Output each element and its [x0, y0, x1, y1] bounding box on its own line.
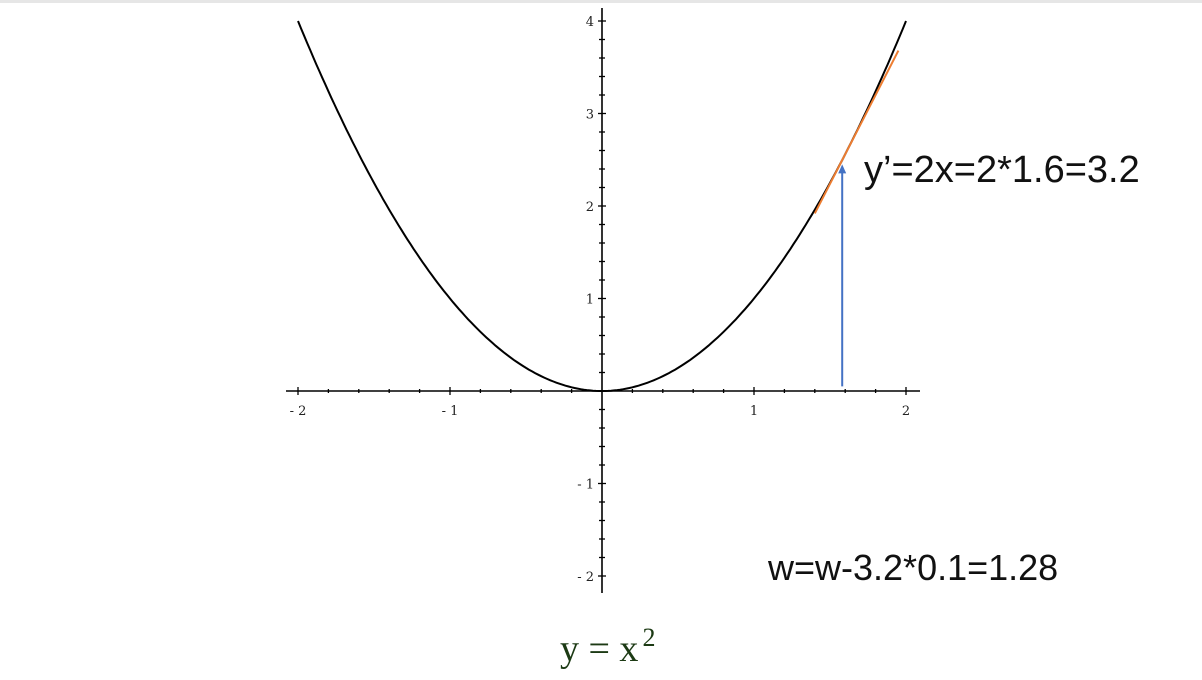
parabola-curve — [297, 20, 907, 392]
x-tick-label: - 2 — [290, 404, 307, 419]
weight-update-annotation: w=w-3.2*0.1=1.28 — [768, 547, 1059, 588]
y-tick-label: 3 — [586, 108, 594, 123]
title-exponent: 2 — [642, 623, 656, 652]
y-tick-label: 1 — [586, 293, 594, 308]
tangent-line — [813, 50, 900, 214]
gradient-arrow-head — [838, 164, 847, 174]
y-tick-label: - 1 — [577, 478, 594, 493]
y-tick-label: 4 — [586, 15, 594, 30]
derivative-annotation: y’=2x=2*1.6=3.2 — [864, 149, 1140, 191]
y-tick-label: 2 — [586, 200, 594, 215]
parabola-plot: - 2 - 1 1 2 - 2 - 1 1 2 3 4 — [286, 8, 920, 593]
y-tick-label: - 2 — [577, 570, 594, 585]
x-tick-label: 2 — [902, 404, 910, 419]
title-text: y = x — [560, 628, 639, 670]
x-tick-label: - 1 — [442, 404, 459, 419]
x-tick-label: 1 — [750, 404, 758, 419]
